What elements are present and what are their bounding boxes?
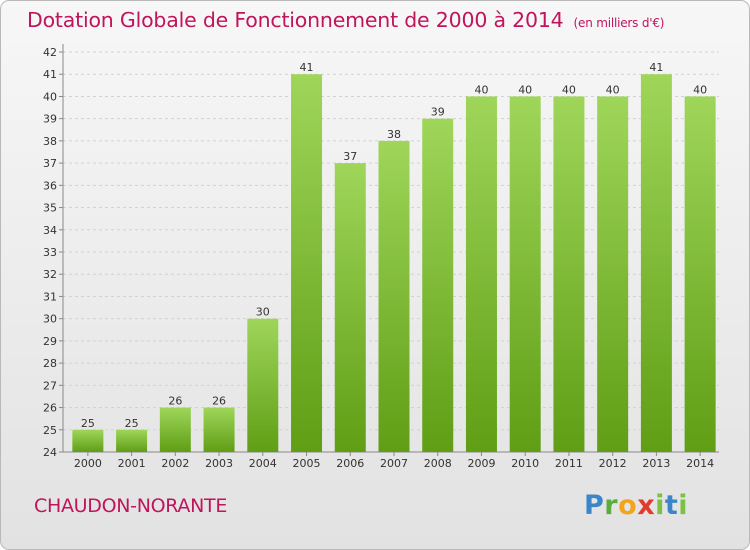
x-tick-label: 2014 — [686, 457, 714, 470]
x-tick-label: 2002 — [161, 457, 189, 470]
x-tick-label: 2013 — [642, 457, 670, 470]
data-label: 41 — [300, 61, 314, 74]
data-label: 25 — [125, 417, 139, 430]
data-label: 40 — [474, 83, 488, 96]
bar-2013[interactable] — [640, 74, 672, 452]
x-tick-label: 2008 — [424, 457, 452, 470]
data-label: 38 — [387, 128, 401, 141]
chart-title-text: Dotation Globale de Fonctionnement de 20… — [27, 8, 564, 32]
y-tick-label: 26 — [43, 402, 57, 415]
data-label: 25 — [81, 417, 95, 430]
x-tick-label: 2009 — [467, 457, 495, 470]
y-tick-label: 28 — [43, 357, 57, 370]
y-tick-label: 24 — [43, 446, 57, 459]
bar-2009[interactable] — [465, 96, 497, 452]
x-tick-label: 2010 — [511, 457, 539, 470]
x-tick-label: 2001 — [118, 457, 146, 470]
chart-title: Dotation Globale de Fonctionnement de 20… — [27, 8, 664, 32]
y-tick-label: 38 — [43, 135, 57, 148]
data-label: 37 — [343, 150, 357, 163]
bar-2001[interactable] — [116, 429, 148, 452]
x-tick-label: 2003 — [205, 457, 233, 470]
data-label: 40 — [562, 83, 576, 96]
y-tick-label: 39 — [43, 113, 57, 126]
y-tick-label: 35 — [43, 202, 57, 215]
commune-name: CHAUDON-NORANTE — [34, 495, 228, 517]
y-axis: 24 25 26 27 28 29 30 31 32 33 34 35 36 37 38 39 40 41 42 — [43, 44, 64, 459]
y-tick-label: 40 — [43, 90, 57, 103]
x-tick-label: 2012 — [599, 457, 627, 470]
proxiti-logo[interactable]: Proxiti — [584, 490, 689, 521]
data-label: 26 — [212, 395, 226, 408]
y-tick-label: 25 — [43, 424, 57, 437]
y-tick-label: 31 — [43, 290, 57, 303]
data-label: 40 — [606, 83, 620, 96]
bar-2002[interactable] — [159, 407, 191, 452]
data-label: 26 — [168, 395, 182, 408]
x-axis: 2000 2001 2002 2003 2004 2005 2006 2007 2008 2009… — [63, 451, 719, 470]
x-tick-label: 2011 — [555, 457, 583, 470]
data-label: 40 — [518, 83, 532, 96]
y-tick-label: 41 — [43, 68, 57, 81]
bars — [72, 74, 716, 453]
data-label: 39 — [431, 106, 445, 119]
data-label: 30 — [256, 306, 270, 319]
bar-2008[interactable] — [422, 118, 454, 453]
y-tick-label: 33 — [43, 246, 57, 259]
bar-2000[interactable] — [72, 429, 104, 452]
y-tick-label: 30 — [43, 313, 57, 326]
x-tick-label: 2000 — [74, 457, 102, 470]
bar-2007[interactable] — [378, 140, 410, 452]
bar-2004[interactable] — [247, 318, 279, 452]
bar-2010[interactable] — [509, 96, 541, 452]
x-tick-label: 2004 — [249, 457, 277, 470]
data-label: 41 — [649, 61, 663, 74]
y-tick-label: 29 — [43, 335, 57, 348]
x-tick-label: 2005 — [293, 457, 321, 470]
bar-2005[interactable] — [291, 74, 323, 452]
bar-2003[interactable] — [203, 407, 235, 452]
bar-2011[interactable] — [553, 96, 585, 452]
data-label: 40 — [693, 83, 707, 96]
data-labels: 25 25 26 26 30 41 37 38 39 40 40 40 40 41 40 — [81, 61, 707, 430]
y-tick-label: 32 — [43, 268, 57, 281]
y-tick-label: 37 — [43, 157, 57, 170]
y-tick-label: 27 — [43, 379, 57, 392]
bar-2006[interactable] — [334, 163, 366, 452]
x-tick-label: 2006 — [336, 457, 364, 470]
y-tick-label: 42 — [43, 46, 57, 59]
chart-unit: (en milliers d'€) — [573, 16, 665, 30]
bar-2014[interactable] — [684, 96, 716, 452]
x-tick-label: 2007 — [380, 457, 408, 470]
bar-2012[interactable] — [597, 96, 629, 452]
y-tick-label: 36 — [43, 179, 57, 192]
y-tick-label: 34 — [43, 224, 57, 237]
